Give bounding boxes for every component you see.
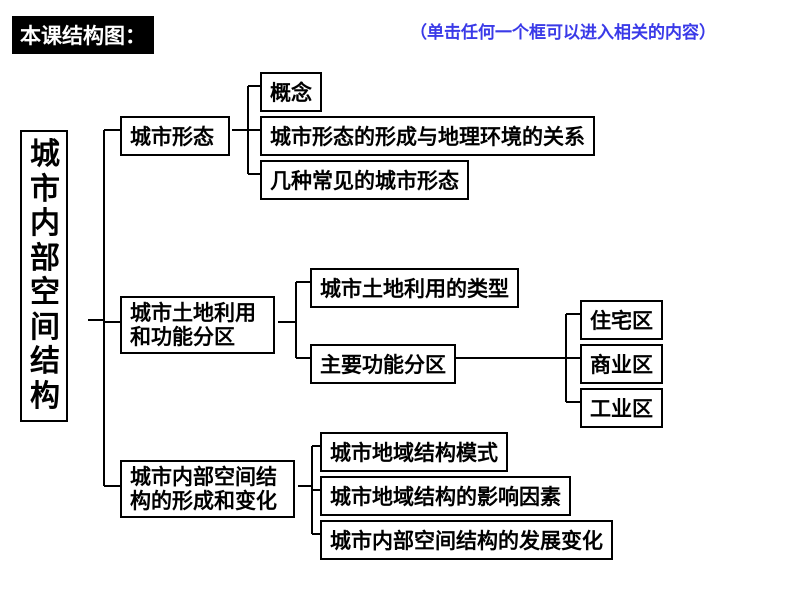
node-l3-l3b2[interactable]: 主要功能分区	[310, 344, 456, 384]
node-l3-l3c2[interactable]: 城市地域结构的影响因素	[320, 476, 571, 516]
node-l3-l3a2[interactable]: 城市形态的形成与地理环境的关系	[260, 116, 595, 156]
node-l4-l4a[interactable]: 住宅区	[580, 300, 663, 340]
node-l4-l4b[interactable]: 商业区	[580, 344, 663, 384]
hint-text: （单击任何一个框可以进入相关的内容）	[410, 18, 716, 43]
node-l3-l3c3[interactable]: 城市内部空间结构的发展变化	[320, 520, 613, 560]
node-l2-l2a[interactable]: 城市形态	[120, 116, 230, 156]
root-node[interactable]: 城市内部空间结构	[20, 130, 68, 422]
node-l2-l2c[interactable]: 城市内部空间结构的形成和变化	[120, 460, 295, 518]
node-l2-l2b[interactable]: 城市土地利用和功能分区	[120, 296, 275, 354]
node-l3-l3a3[interactable]: 几种常见的城市形态	[260, 160, 469, 200]
structure-title-badge: 本课结构图：	[12, 16, 154, 54]
node-l3-l3a1[interactable]: 概念	[260, 72, 322, 112]
structure-title-text: 本课结构图：	[20, 24, 146, 48]
node-l3-l3c1[interactable]: 城市地域结构模式	[320, 432, 508, 472]
node-l3-l3b1[interactable]: 城市土地利用的类型	[310, 268, 519, 308]
node-l4-l4c[interactable]: 工业区	[580, 388, 663, 428]
